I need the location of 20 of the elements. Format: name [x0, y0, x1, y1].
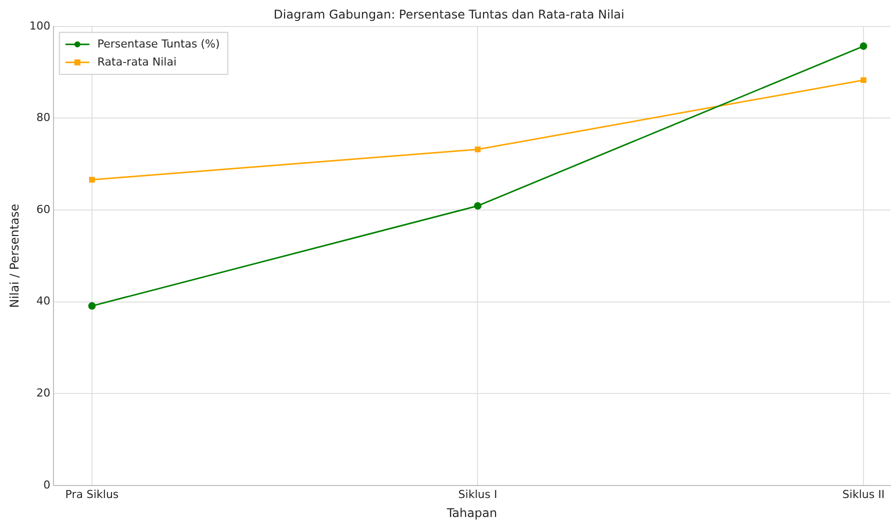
chart-title: Diagram Gabungan: Persentase Tuntas dan Rata-rata Nilai: [274, 7, 624, 22]
y-axis-title: Nilai / Persentase: [7, 204, 22, 308]
point: [860, 77, 866, 83]
point: [89, 176, 95, 183]
y-tick-label: 20: [36, 386, 50, 400]
y-tick-label: 0: [43, 478, 50, 492]
x-tick-label: Pra Siklus: [65, 488, 119, 501]
x-tick-label: Siklus II: [842, 488, 885, 501]
point: [860, 42, 868, 50]
point: [474, 146, 481, 152]
point: [88, 302, 96, 310]
x-tick-label: Siklus I: [458, 488, 498, 501]
point: [474, 202, 482, 210]
legend-label: Rata-rata Nilai: [97, 55, 177, 68]
y-tick-label: 80: [36, 111, 50, 124]
y-tick-label: 40: [36, 294, 50, 308]
y-tick-label: 100: [29, 19, 50, 32]
y-tick-label: 60: [36, 202, 50, 216]
x-axis-title: Tahapan: [446, 506, 498, 520]
legend-label: Persentase Tuntas (%): [97, 37, 220, 50]
